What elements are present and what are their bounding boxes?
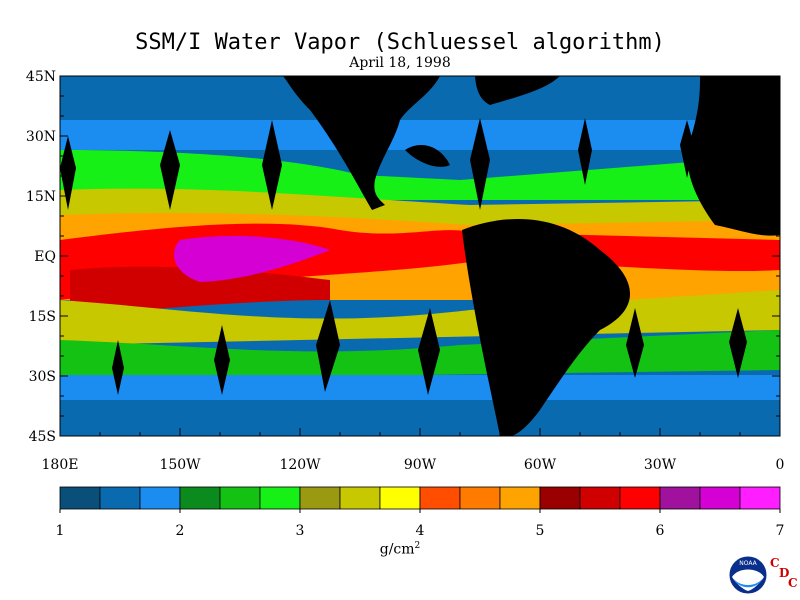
colorbar-tick-label: 4	[416, 523, 425, 539]
wave-icon	[734, 579, 762, 588]
data-gap	[262, 120, 282, 210]
x-tick-label: 180E	[42, 457, 79, 473]
colorbar-swatch	[299, 486, 341, 510]
cdc-letter: C	[788, 576, 798, 590]
data-gap	[316, 300, 340, 392]
units-superscript: 2	[414, 541, 421, 551]
x-tick-label: 0	[776, 457, 785, 473]
data-gap	[626, 308, 644, 378]
y-tick-label: 45S	[29, 429, 56, 445]
x-tick-label: 120W	[279, 457, 321, 473]
data-gap	[578, 118, 592, 185]
colorbar-tick-label: 3	[296, 523, 305, 539]
data-gap	[112, 340, 124, 395]
chart-title: SSM/I Water Vapor (Schluessel algorithm)	[135, 30, 665, 55]
units-text: g/cm	[379, 541, 415, 558]
y-tick-label: 15N	[26, 189, 56, 205]
cdc-letter: D	[779, 566, 790, 580]
colorbar-swatch	[59, 486, 101, 510]
colorbar-tick-label: 5	[536, 523, 545, 539]
x-tick-label: 60W	[524, 457, 557, 473]
noaa-text: NOAA	[739, 560, 757, 567]
colorbar-swatch	[699, 486, 741, 510]
colorbar-swatch	[499, 486, 541, 510]
band-subtropical-n	[60, 120, 780, 150]
colorbar-tick-label: 2	[176, 523, 185, 539]
colorbar-swatch	[219, 486, 261, 510]
colorbar-tick-label: 1	[56, 523, 65, 539]
colorbar-tick-label: 7	[776, 523, 785, 539]
x-tick-label: 90W	[404, 457, 437, 473]
colorbar-swatch	[659, 486, 701, 510]
colorbar-swatch	[419, 486, 461, 510]
colorbar-swatch	[539, 486, 581, 510]
colorbar-tick-label: 6	[656, 523, 665, 539]
colorbar-swatch	[459, 486, 501, 510]
colorbar-swatch	[139, 486, 181, 510]
y-tick-label: 15S	[29, 309, 56, 325]
data-gap	[160, 130, 180, 210]
data-gap	[470, 118, 490, 210]
y-tick-label: 30S	[29, 369, 56, 385]
colorbar-swatch	[619, 486, 661, 510]
cdc-letter: C	[770, 556, 780, 570]
colorbar-swatch	[259, 486, 301, 510]
y-tick-label: 45N	[26, 69, 56, 85]
band-darkred	[70, 266, 330, 315]
south-america-land	[462, 218, 630, 436]
north-america-land	[283, 76, 440, 210]
chart-subtitle: April 18, 1998	[349, 55, 451, 71]
colorbar-swatch	[739, 486, 781, 510]
colorbar-swatch	[339, 486, 381, 510]
data-gap	[680, 120, 694, 178]
seagull-icon	[732, 569, 764, 591]
africa-land	[687, 76, 780, 236]
data-gap	[214, 325, 230, 395]
band-magenta	[174, 235, 330, 282]
x-tick-label: 150W	[159, 457, 201, 473]
data-gap	[418, 308, 440, 395]
colorbar-swatch	[579, 486, 621, 510]
colorbar-swatch	[379, 486, 421, 510]
x-tick-label: 30W	[644, 457, 677, 473]
band-green-n	[60, 150, 780, 200]
y-tick-label: EQ	[34, 249, 56, 265]
noaa-logo: NOAA	[728, 555, 768, 595]
greenland-land	[475, 76, 560, 105]
units-label: g/cm2	[0, 541, 800, 558]
caribbean-land	[405, 145, 450, 167]
colorbar-swatch	[99, 486, 141, 510]
map-field	[60, 76, 780, 436]
colorbar-swatch	[179, 486, 221, 510]
data-gap	[60, 136, 76, 210]
y-tick-label: 30N	[26, 129, 56, 145]
data-gap	[729, 308, 747, 378]
